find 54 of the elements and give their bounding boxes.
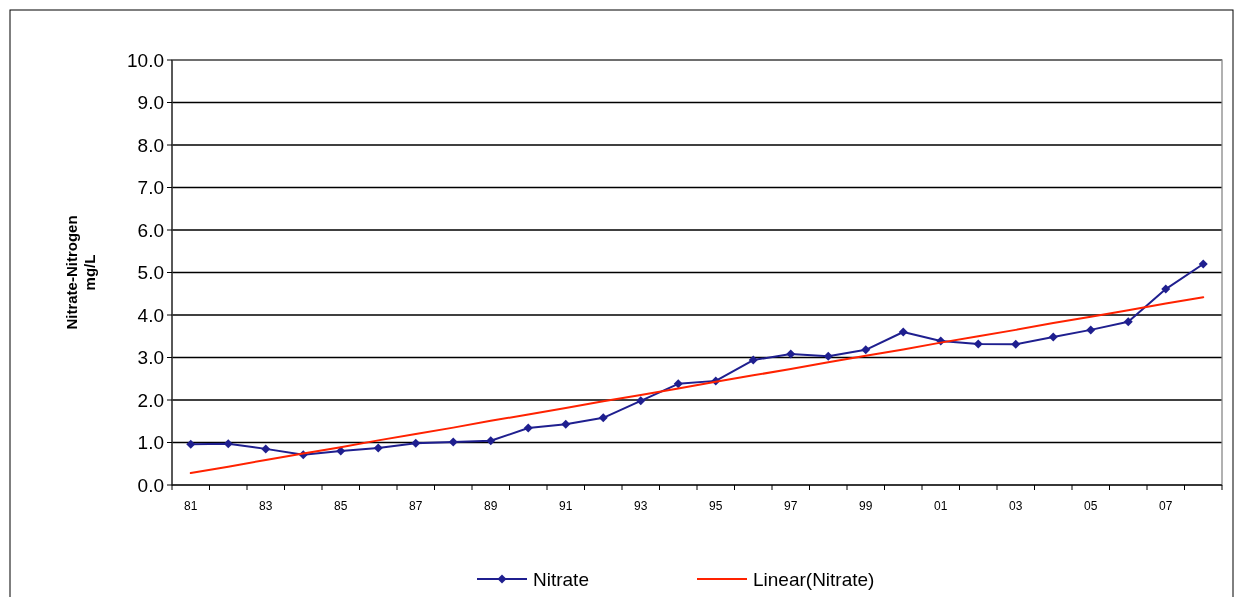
point xyxy=(598,413,608,423)
point xyxy=(786,349,796,359)
x-tick-label: 89 xyxy=(484,499,498,513)
point xyxy=(448,437,458,447)
y-tick-label: 1.0 xyxy=(137,432,164,454)
y-axis-title: Nitrate-Nitrogen mg/L xyxy=(63,215,98,330)
point xyxy=(1123,317,1133,327)
point xyxy=(411,438,421,448)
x-tick-label: 03 xyxy=(1009,499,1023,513)
point xyxy=(186,439,196,449)
y-tick-label: 2.0 xyxy=(137,389,164,411)
point xyxy=(223,439,233,449)
y-tick-label: 9.0 xyxy=(137,92,164,114)
point xyxy=(486,436,496,446)
x-tick-label: 97 xyxy=(784,499,798,513)
point xyxy=(823,351,833,361)
x-tick-label: 87 xyxy=(409,499,423,513)
point xyxy=(1011,339,1021,349)
point xyxy=(973,339,983,349)
x-tick-label: 99 xyxy=(859,499,873,513)
x-tick-label: 95 xyxy=(709,499,723,513)
x-tick-label: 85 xyxy=(334,499,348,513)
x-tick-label: 07 xyxy=(1159,499,1173,513)
point xyxy=(336,446,346,456)
point xyxy=(1198,259,1208,269)
y-tick-label: 8.0 xyxy=(137,134,164,156)
point xyxy=(898,327,908,337)
y-tick-label: 0.0 xyxy=(137,474,164,496)
x-tick-label: 83 xyxy=(259,499,273,513)
line-series xyxy=(189,296,1205,475)
point xyxy=(261,444,271,454)
point xyxy=(673,379,683,389)
point xyxy=(523,423,533,433)
x-tick-label: 93 xyxy=(634,499,648,513)
y-tick-label: 4.0 xyxy=(137,304,164,326)
y-tick-label: 5.0 xyxy=(137,262,164,284)
point xyxy=(561,419,571,429)
point xyxy=(1048,332,1058,342)
x-tick-label: 01 xyxy=(934,499,948,513)
x-tick-label: 91 xyxy=(559,499,573,513)
y-tick-label: 7.0 xyxy=(137,177,164,199)
x-tick-label: 05 xyxy=(1084,499,1098,513)
y-tick-label: 6.0 xyxy=(137,219,164,241)
x-tick-label: 81 xyxy=(184,499,198,513)
point xyxy=(1161,284,1171,294)
point xyxy=(636,396,646,406)
legend-label: Nitrate xyxy=(533,568,589,590)
point xyxy=(1086,325,1096,335)
y-tick-label: 10.0 xyxy=(127,49,164,71)
y-tick-label: 3.0 xyxy=(137,347,164,369)
point xyxy=(861,345,871,355)
point xyxy=(748,355,758,365)
point xyxy=(373,443,383,453)
legend-label: Linear(Nitrate) xyxy=(753,568,875,590)
